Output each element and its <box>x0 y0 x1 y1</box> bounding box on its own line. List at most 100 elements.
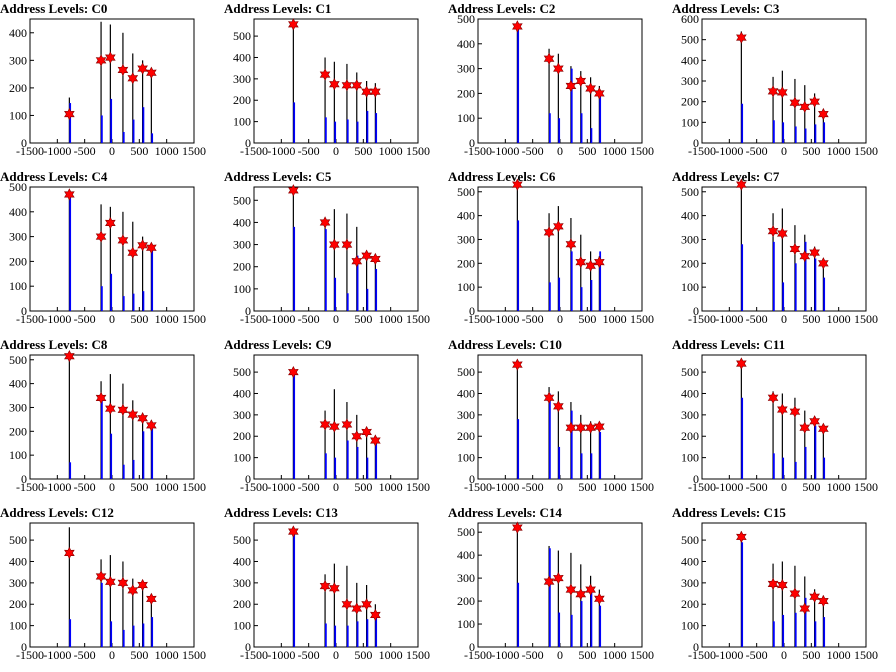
x-tick-label: 1500 <box>182 144 206 158</box>
y-tick-label: 0 <box>245 472 251 486</box>
peak-star-marker <box>351 602 363 615</box>
x-tick-label: 1500 <box>630 312 654 326</box>
x-tick-label: 500 <box>130 312 148 326</box>
histogram-chart: Address Levels: C90100200300400500-1500-… <box>224 337 430 494</box>
x-tick-label: -1000 <box>715 312 743 326</box>
y-tick-label: 0 <box>21 472 27 486</box>
y-tick-label: 300 <box>457 62 475 76</box>
peak-star-marker <box>565 421 577 434</box>
peak-star-marker <box>543 391 555 404</box>
peak-star-marker <box>767 85 779 98</box>
y-tick-label: 100 <box>233 451 251 465</box>
peak-star-marker <box>329 420 340 433</box>
peak-star-marker <box>736 31 747 44</box>
peak-star-marker <box>818 107 829 121</box>
y-tick-label: 300 <box>457 571 475 585</box>
chart-title: Address Levels: C6 <box>448 169 556 184</box>
peak-star-marker <box>594 592 605 605</box>
x-tick-label: 500 <box>802 480 820 494</box>
peak-star-marker <box>575 255 587 269</box>
peak-star-marker <box>137 62 148 75</box>
peak-star-marker <box>809 246 820 259</box>
histogram-chart: Address Levels: C3 0 100 200 300 400 500 600 -15… <box>672 1 878 158</box>
x-tick-label: -500 <box>298 480 320 494</box>
x-tick-label: -500 <box>74 648 96 662</box>
y-tick-label: 300 <box>9 230 27 244</box>
x-tick-label: -500 <box>522 312 544 326</box>
x-tick-label: -500 <box>522 648 544 662</box>
x-tick-label: 500 <box>130 480 148 494</box>
y-tick-label: 400 <box>233 50 251 64</box>
y-tick-label: 500 <box>9 180 27 194</box>
y-tick-label: 0 <box>693 136 699 150</box>
x-tick-label: -1500 <box>464 144 492 158</box>
y-tick-label: 500 <box>233 29 251 43</box>
x-tick-label: 500 <box>130 648 148 662</box>
peak-star-marker <box>818 422 829 435</box>
x-tick-label: -1500 <box>688 144 716 158</box>
peak-star-marker <box>146 419 157 432</box>
peak-star-marker <box>585 421 596 434</box>
peak-star-marker <box>95 230 107 243</box>
y-tick-label: 400 <box>457 209 475 223</box>
peak-star-marker <box>565 238 577 251</box>
peak-star-marker <box>329 238 340 251</box>
peak-star-marker <box>767 577 779 591</box>
y-tick-label: 600 <box>681 12 699 26</box>
x-tick-label: 0 <box>109 480 115 494</box>
peak-star-marker <box>809 95 820 108</box>
y-tick-label: 0 <box>693 304 699 318</box>
y-tick-label: 500 <box>9 533 27 547</box>
peak-star-marker <box>585 82 596 95</box>
y-tick-label: 100 <box>457 111 475 125</box>
y-tick-label: 100 <box>9 619 27 633</box>
y-tick-label: 0 <box>21 136 27 150</box>
x-tick-label: 500 <box>578 144 596 158</box>
x-tick-label: 1500 <box>630 648 654 662</box>
peak-star-marker <box>117 63 129 77</box>
x-tick-label: 0 <box>109 312 115 326</box>
x-tick-label: 0 <box>557 648 563 662</box>
chart-title: Address Levels: C9 <box>224 337 332 352</box>
y-tick-label: 100 <box>233 619 251 633</box>
chart-title: Address Levels: C3 <box>672 1 780 16</box>
y-tick-label: 400 <box>681 209 699 223</box>
y-tick-label: 200 <box>233 597 251 611</box>
peak-star-marker <box>512 358 523 371</box>
histogram-chart: Address Levels: C50100200300400500-1500-… <box>224 169 430 326</box>
y-tick-label: 400 <box>233 554 251 568</box>
y-tick-label: 400 <box>457 386 475 400</box>
peak-star-marker <box>370 434 381 447</box>
peak-star-marker <box>777 578 788 592</box>
y-tick-label: 200 <box>681 95 699 109</box>
y-tick-label: 200 <box>457 429 475 443</box>
peak-star-marker <box>64 546 75 560</box>
x-tick-label: 1000 <box>603 312 627 326</box>
peak-star-marker <box>95 54 107 67</box>
y-tick-label: 400 <box>681 554 699 568</box>
x-tick-label: 0 <box>781 312 787 326</box>
x-tick-label: 1500 <box>406 144 430 158</box>
y-tick-label: 300 <box>681 232 699 246</box>
histogram-chart: Address Levels: C11 0 100 200 300 400 500 -1500… <box>672 337 878 494</box>
y-tick-label: 500 <box>457 365 475 379</box>
y-tick-label: 500 <box>9 353 27 367</box>
y-tick-label: 400 <box>9 377 27 391</box>
peak-star-marker <box>288 18 299 31</box>
chart-title: Address Levels: C13 <box>224 505 338 520</box>
x-tick-label: 1500 <box>406 312 430 326</box>
peak-star-marker <box>553 571 564 585</box>
y-tick-label: 200 <box>681 256 699 270</box>
y-tick-label: 0 <box>469 472 475 486</box>
x-tick-label: -1500 <box>240 312 268 326</box>
peak-star-marker <box>95 391 107 405</box>
y-tick-label: 0 <box>693 640 699 654</box>
x-tick-label: -1500 <box>688 648 716 662</box>
y-tick-label: 0 <box>469 304 475 318</box>
x-tick-label: -1500 <box>16 480 44 494</box>
y-tick-label: 200 <box>9 424 27 438</box>
peak-star-marker <box>553 62 564 75</box>
peak-star-marker <box>351 430 363 443</box>
peak-star-marker <box>512 178 523 191</box>
peak-star-marker <box>818 257 829 270</box>
